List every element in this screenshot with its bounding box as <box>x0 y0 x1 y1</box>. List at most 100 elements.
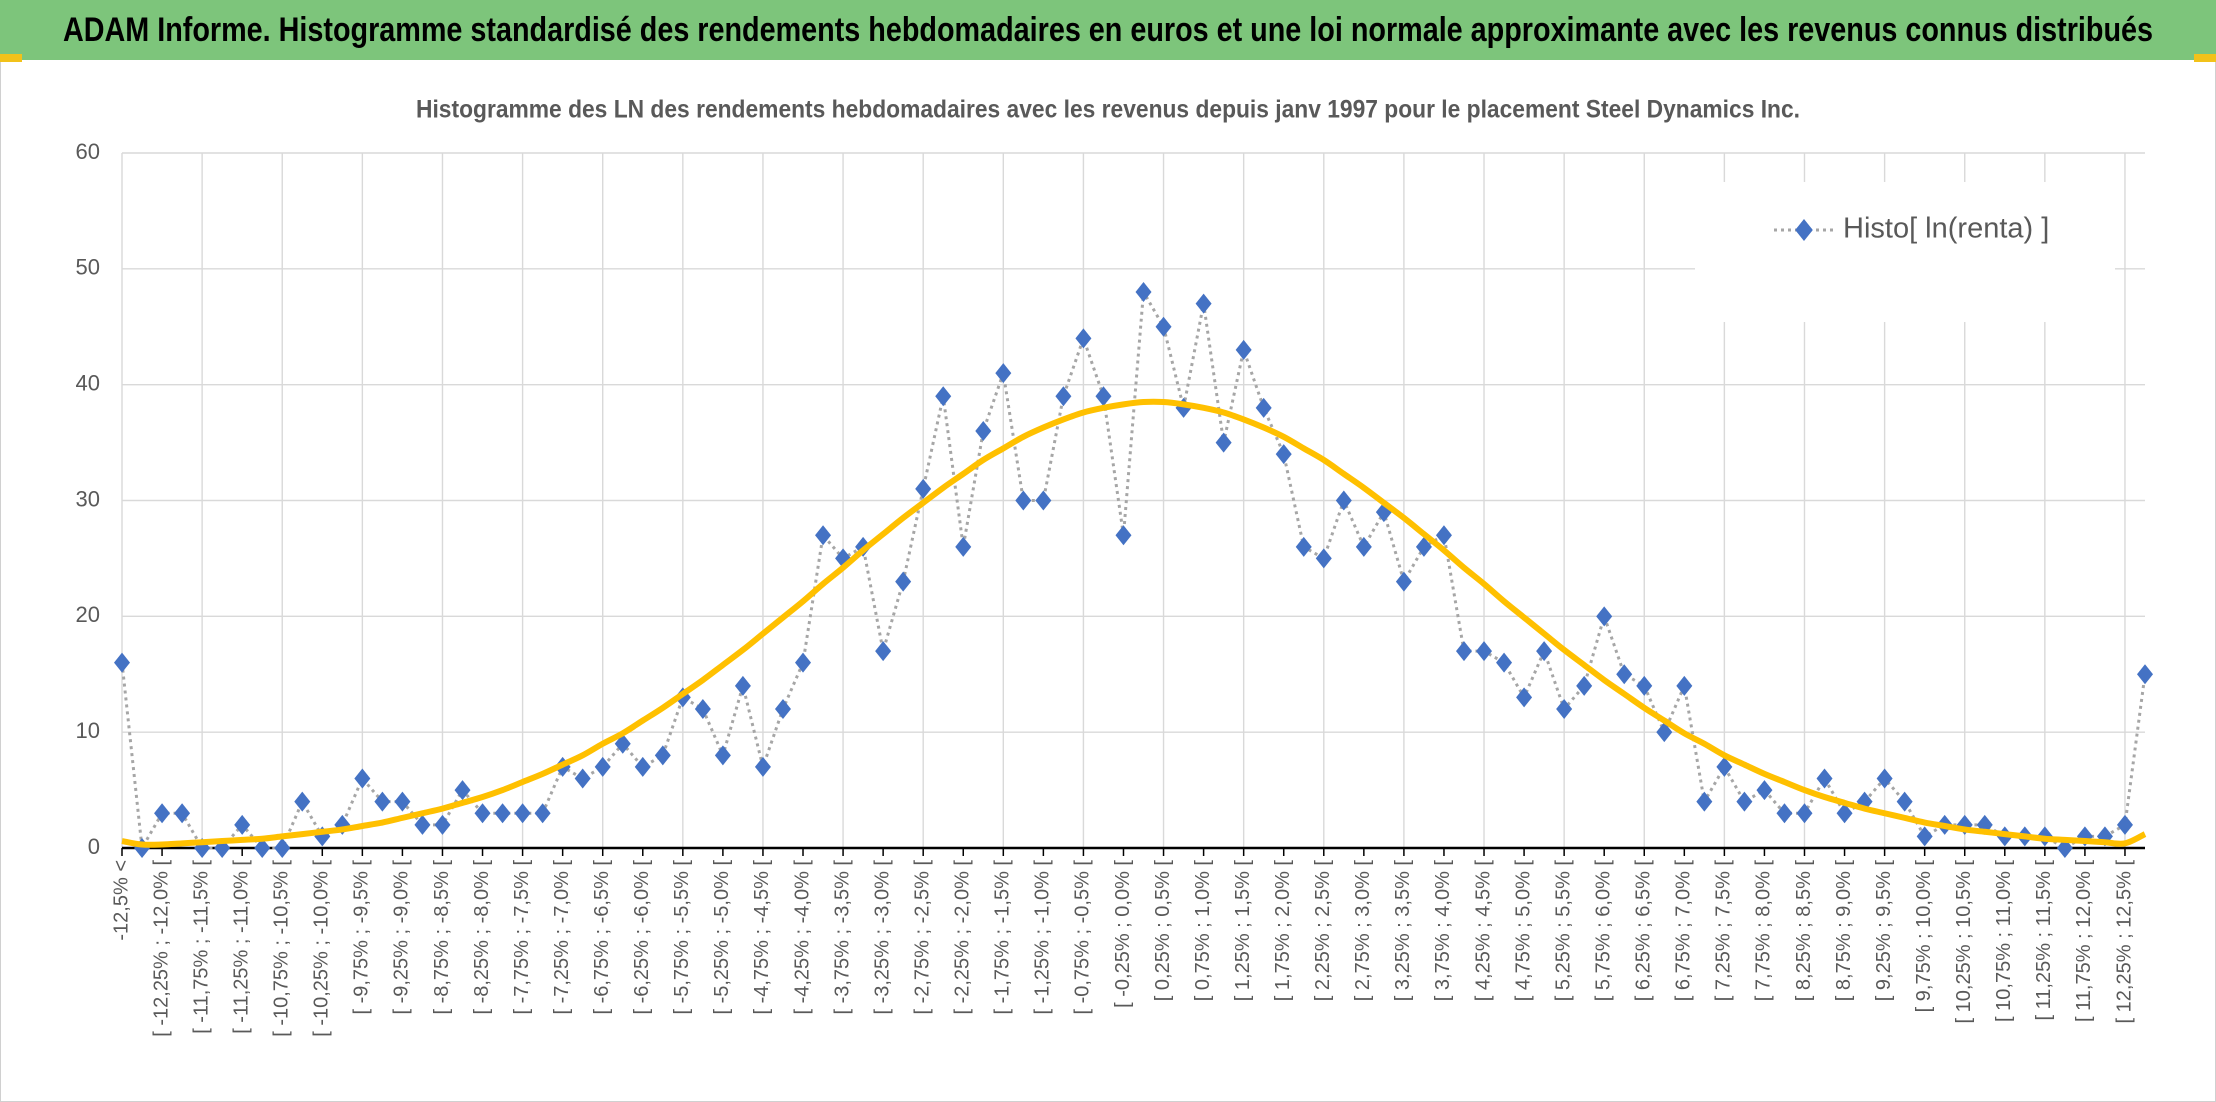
x-tick-label: [ 6,25% ; 6,5% [ <box>1633 860 1655 1002</box>
histogram-marker <box>1756 780 1773 801</box>
x-tick-label: -12,5% < <box>110 860 132 941</box>
legend-label: Histo[ ln(renta) ] <box>1843 213 2049 245</box>
histogram-marker <box>1315 548 1332 569</box>
x-tick-label: [ 2,25% ; 2,5% [ <box>1312 860 1334 1002</box>
x-tick-label: [ -6,25% ; -6,0% [ <box>631 860 653 1015</box>
histogram-marker <box>1195 293 1212 314</box>
histogram-marker <box>414 814 431 835</box>
histogram-marker <box>754 756 771 777</box>
histogram-marker <box>114 652 130 673</box>
x-tick-label: [ 5,25% ; 5,5% [ <box>1552 860 1574 1002</box>
x-tick-label: [ 10,25% ; 10,5% [ <box>1953 860 1975 1024</box>
histogram-marker <box>2137 664 2153 685</box>
histogram-marker <box>1716 756 1733 777</box>
x-tick-label: [ -10,25% ; -10,0% [ <box>311 860 333 1037</box>
histogram-marker <box>875 641 892 662</box>
histogram-marker <box>394 791 411 812</box>
histogram-marker <box>1616 664 1633 685</box>
x-tick-label: [ -11,75% ; -11,5% [ <box>190 860 212 1034</box>
x-tick-label: [ 1,25% ; 1,5% [ <box>1232 860 1254 1002</box>
histogram-marker <box>1135 282 1152 302</box>
x-tick-label: [ -4,25% ; -4,0% [ <box>791 860 813 1015</box>
histogram-marker <box>1816 768 1833 789</box>
histogram-marker <box>1536 641 1553 662</box>
x-tick-label: [ 9,75% ; 10,0% [ <box>1913 860 1935 1013</box>
histogram-marker <box>1015 490 1032 511</box>
y-tick-label: 20 <box>76 602 100 627</box>
x-tick-label: [ -5,25% ; -5,0% [ <box>711 860 733 1015</box>
histogram-marker <box>374 791 391 812</box>
x-tick-label: [ 11,75% ; 12,0% [ <box>2073 860 2095 1022</box>
histogram-marker <box>1095 386 1112 407</box>
histogram-marker <box>955 536 972 557</box>
histogram-marker <box>174 803 191 824</box>
y-tick-label: 40 <box>76 370 100 395</box>
histogram-marker <box>815 525 832 546</box>
x-tick-label: [ -9,75% ; -9,5% [ <box>351 860 373 1015</box>
x-tick-label: [ -0,25% ; 0,0% [ <box>1112 860 1134 1008</box>
corner-accent <box>0 54 22 62</box>
histogram-marker <box>154 803 171 824</box>
x-tick-label: [ -4,75% ; -4,5% [ <box>751 860 773 1015</box>
histogram-marker <box>1155 316 1172 337</box>
histogram-marker <box>1596 606 1613 627</box>
page-title: ADAM Informe. Histogramme standardisé de… <box>63 11 2153 49</box>
histogram-marker <box>1776 803 1793 824</box>
histogram-marker <box>1055 386 1072 407</box>
x-tick-label: [ -8,75% ; -8,5% [ <box>431 860 453 1015</box>
histogram-marker <box>1035 490 1052 511</box>
x-tick-label: [ 7,25% ; 7,5% [ <box>1713 860 1735 1002</box>
corner-accent <box>2194 54 2216 62</box>
histogram-marker <box>1435 525 1452 546</box>
x-tick-label: [ 6,75% ; 7,0% [ <box>1673 860 1695 1002</box>
histogram-marker <box>1796 803 1813 824</box>
x-tick-label: [ 11,25% ; 11,5% [ <box>2033 860 2055 1021</box>
x-tick-label: [ 3,75% ; 4,0% [ <box>1432 860 1454 1002</box>
histogram-marker <box>1556 699 1573 719</box>
x-tick-label: [ 3,25% ; 3,5% [ <box>1392 860 1414 1002</box>
x-tick-label: [ 12,25% ; 12,5% [ <box>2113 860 2135 1024</box>
histogram-marker <box>574 768 591 789</box>
histogram-marker <box>1656 722 1673 743</box>
histogram-marker <box>1896 791 1913 812</box>
x-tick-label: [ -12,25% ; -12,0% [ <box>150 860 172 1037</box>
x-tick-label: [ 10,75% ; 11,0% [ <box>1993 860 2015 1022</box>
x-tick-label: [ 8,25% ; 8,5% [ <box>1793 860 1815 1002</box>
x-tick-label: [ -7,25% ; -7,0% [ <box>551 860 573 1015</box>
histogram-marker <box>1696 791 1713 812</box>
histogram-marker <box>454 780 471 801</box>
histogram-marker <box>234 814 251 835</box>
x-tick-label: [ -9,25% ; -9,0% [ <box>391 860 413 1015</box>
legend-marker <box>1795 219 1813 241</box>
histogram-marker <box>734 675 751 696</box>
y-tick-label: 50 <box>76 255 100 280</box>
x-tick-label: [ 0,75% ; 1,0% [ <box>1192 860 1214 1002</box>
histogram-marker <box>995 363 1012 384</box>
histogram-marker <box>915 478 932 499</box>
x-tick-label: [ -8,25% ; -8,0% [ <box>471 860 493 1015</box>
histogram-marker <box>1576 675 1593 696</box>
histogram-marker <box>494 803 511 824</box>
x-tick-label: [ -6,75% ; -6,5% [ <box>591 860 613 1015</box>
histogram-marker <box>434 814 451 835</box>
histogram-marker <box>1335 490 1352 511</box>
histogram-marker <box>254 838 271 858</box>
x-tick-label: [ -3,25% ; -3,0% [ <box>871 860 893 1015</box>
x-tick-label: [ -10,75% ; -10,5% [ <box>271 860 293 1037</box>
histogram-marker <box>1115 525 1132 546</box>
histogram-marker <box>1836 803 1853 824</box>
x-tick-label: [ 0,25% ; 0,5% [ <box>1152 860 1174 1002</box>
histogram-marker <box>1876 768 1893 789</box>
histogram-marker <box>714 745 731 766</box>
histogram-marker <box>1476 641 1493 662</box>
x-tick-label: [ -1,25% ; -1,0% [ <box>1032 860 1054 1015</box>
histogram-marker <box>514 803 531 824</box>
x-tick-label: [ -1,75% ; -1,5% [ <box>992 860 1014 1015</box>
x-tick-label: [ -3,75% ; -3,5% [ <box>831 860 853 1015</box>
legend-box <box>1695 182 2115 322</box>
header-bar <box>0 0 2216 60</box>
histogram-marker <box>354 768 371 789</box>
x-tick-label: [ -11,25% ; -11,0% [ <box>230 860 252 1034</box>
histogram-marker <box>1215 432 1232 453</box>
histogram-marker <box>975 421 992 441</box>
